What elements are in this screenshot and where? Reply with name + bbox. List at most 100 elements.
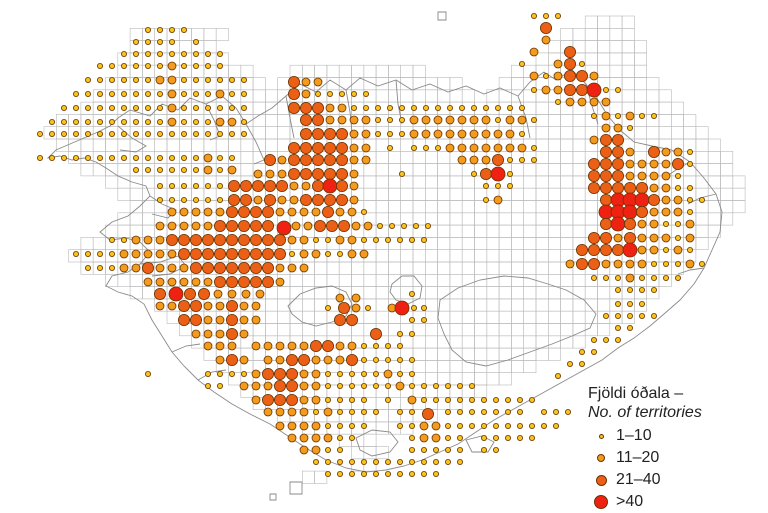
grid-cell [560,126,574,140]
territory-dot [456,422,463,429]
territory-dot [420,304,427,311]
territory-dot [407,395,417,405]
grid-cell [498,224,512,238]
territory-dot [215,117,225,127]
grid-cell [523,310,537,324]
grid-cell [498,212,512,226]
territory-dot [263,355,273,365]
legend-row-1-10: 1–10 [588,425,758,447]
grid-cell [449,360,463,373]
grid-cell [105,224,119,238]
territory-dot [324,236,331,243]
territory-dot [97,105,104,112]
territory-dot [412,222,419,229]
territory-dot [410,105,417,112]
territory-dot [613,233,623,243]
grid-cell [424,310,438,324]
grid-cell [412,335,426,349]
grid-cell [547,175,561,189]
territory-dot [543,73,550,80]
territory-dot [444,458,451,465]
territory-dot [446,105,453,112]
grid-cell [523,360,537,373]
grid-cell [400,89,414,103]
grid-cell [621,52,635,66]
territory-dot [432,382,439,389]
territory-dot [362,91,369,98]
territory-dot [335,207,345,217]
territory-dot [345,313,358,326]
grid-cell [670,101,684,115]
territory-dot [364,304,371,311]
grid-cell [695,224,709,238]
grid-cell [584,15,598,29]
territory-dot [321,339,334,352]
territory-dot [121,119,128,126]
territory-dot [180,91,187,98]
grid-cell [375,249,389,263]
territory-dot [73,119,80,126]
grid-cell [252,323,266,337]
territory-dot [431,433,441,443]
territory-dot [588,169,601,182]
grid-cell [523,273,537,287]
territory-dot [313,219,326,232]
territory-dot [277,169,287,179]
territory-dot [249,247,262,260]
territory-dot [303,221,313,231]
grid-cell [129,224,143,238]
grid-cell [597,298,611,312]
grid-cell [609,101,623,115]
territory-dot [336,408,343,415]
territory-dot [287,341,297,351]
territory-dot [361,143,371,153]
grid-cell [535,347,549,361]
territory-dot [192,196,199,203]
territory-dot [73,130,80,137]
territory-dot [600,145,613,158]
territory-dot [504,422,511,429]
territory-dot [615,312,622,319]
grid-cell [412,200,426,214]
territory-dot [506,170,513,177]
territory-dot [225,261,238,274]
territory-dot [180,119,187,126]
territory-dot [273,233,286,246]
territory-dot [445,115,455,125]
territory-dot [239,193,252,206]
territory-dot [661,159,671,169]
territory-dot [576,257,589,270]
territory-dot [201,261,214,274]
territory-dot [143,249,153,259]
territory-dot [615,113,622,120]
territory-dot [155,263,165,273]
grid-cell [572,114,586,128]
grid-cell [92,163,106,177]
grid-cell [474,224,488,238]
territory-dot [410,144,417,151]
territory-dot [481,143,491,153]
territory-dot [337,219,350,232]
territory-dot [481,129,491,139]
territory-dot [506,182,513,189]
territory-dot [215,207,225,217]
grid-cell [388,212,401,226]
territory-dot [299,341,309,351]
grid-cell [461,249,475,263]
territory-dot [155,301,165,311]
territory-dot [132,154,139,161]
territory-dot [687,184,694,191]
territory-dot [180,63,187,70]
grid-cell [547,249,561,263]
territory-dot [132,119,139,126]
territory-dot [204,370,211,377]
territory-dot [131,249,141,259]
grid-cell [695,175,709,189]
grid-cell [474,237,488,250]
grid-cell [80,237,94,250]
territory-dot [444,396,451,403]
grid-cell [560,323,574,337]
grid-cell [511,310,524,324]
territory-dot [168,196,175,203]
territory-dot [109,264,116,271]
